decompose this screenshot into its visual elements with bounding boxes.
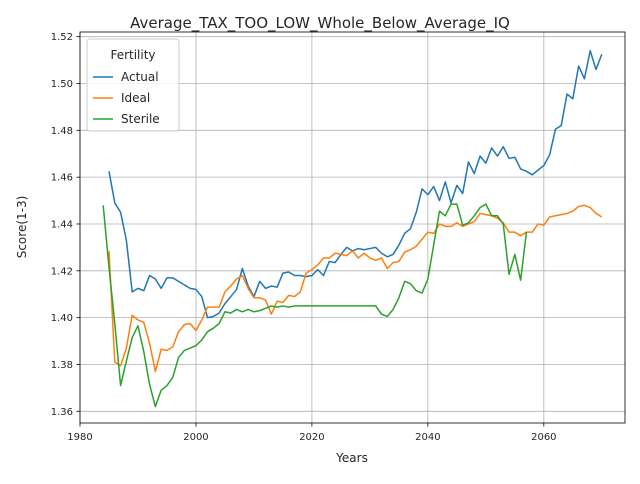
- x-tick-label: 2040: [415, 432, 440, 443]
- y-tick-label: 1.40: [51, 313, 73, 324]
- y-tick-label: 1.48: [51, 126, 73, 137]
- grid: [79, 32, 625, 423]
- chart-title: Average_TAX_TOO_LOW_Whole_Below_Average_…: [130, 14, 510, 33]
- legend-title: Fertility: [110, 48, 155, 62]
- legend-label-sterile: Sterile: [121, 112, 160, 126]
- x-tick-label: 1980: [67, 432, 92, 443]
- y-tick-label: 1.44: [51, 219, 73, 230]
- y-tick-label: 1.36: [51, 407, 73, 418]
- series-line-actual: [108, 49, 603, 319]
- y-axis-ticks: 1.36 1.38 1.40 1.42 1.44 1.46 1.48 1.50 1.52: [51, 32, 80, 418]
- y-axis-label: Score(1-3): [15, 196, 29, 259]
- legend: Fertility Actual Ideal Sterile: [86, 38, 180, 132]
- x-tick-label: 2000: [183, 432, 208, 443]
- y-tick-label: 1.50: [51, 79, 73, 90]
- y-tick-label: 1.38: [51, 360, 73, 371]
- x-axis-label: Years: [335, 451, 368, 465]
- series-line-ideal: [108, 204, 603, 373]
- legend-entries: Actual Ideal Sterile: [93, 70, 160, 126]
- series-lines: [102, 49, 603, 408]
- legend-label-ideal: Ideal: [121, 91, 150, 105]
- y-tick-label: 1.52: [51, 32, 73, 43]
- plot-frame: [79, 31, 626, 424]
- y-tick-label: 1.46: [51, 173, 73, 184]
- legend-label-actual: Actual: [121, 70, 159, 84]
- legend-box: [86, 38, 180, 132]
- series-line-sterile: [102, 203, 528, 408]
- x-tick-label: 2020: [299, 432, 324, 443]
- x-axis-ticks: 1980 2000 2020 2040 2060: [67, 423, 557, 443]
- y-tick-label: 1.42: [51, 266, 73, 277]
- x-tick-label: 2060: [531, 432, 556, 443]
